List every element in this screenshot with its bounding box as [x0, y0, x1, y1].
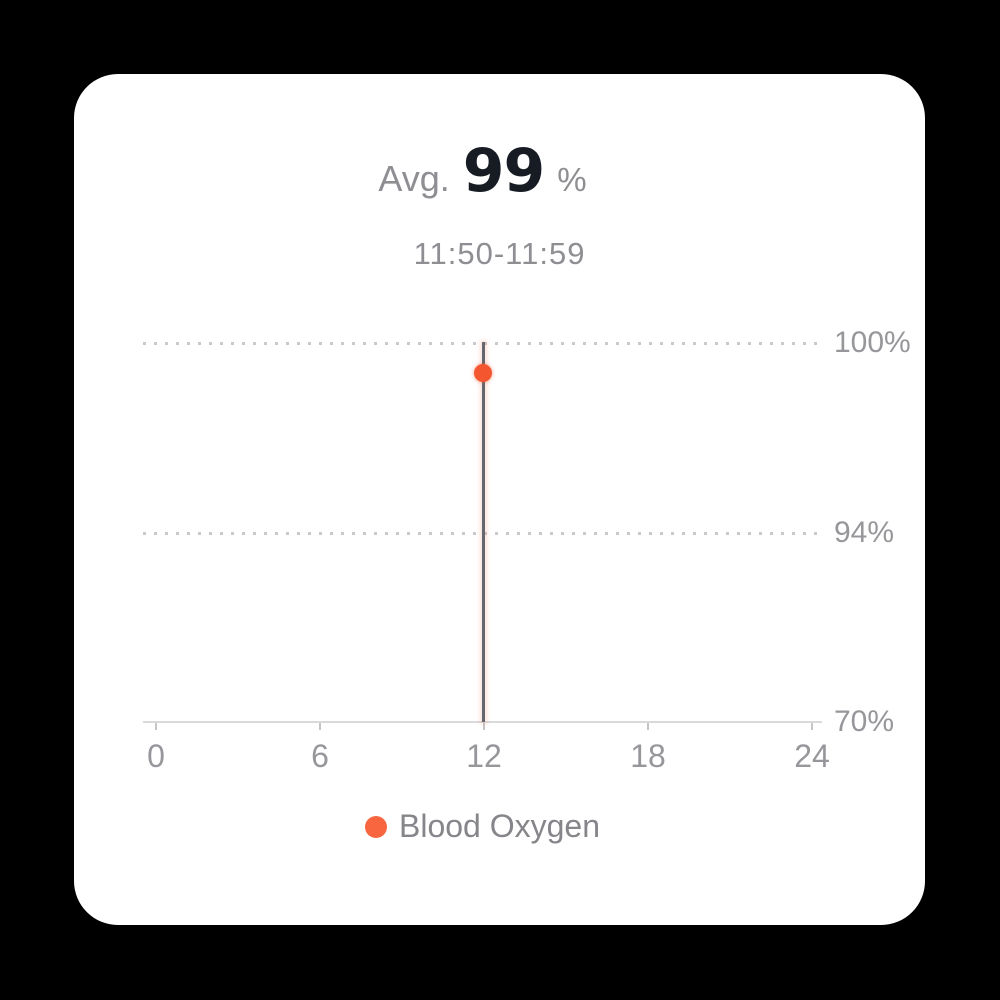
- x-axis-tick-24: [811, 723, 813, 730]
- blood-oxygen-chart-plot-area[interactable]: 0 6 12 18 24 100% 94% 70%: [74, 74, 925, 925]
- x-axis-label-6: 6: [311, 738, 329, 774]
- legend-label: Blood Oxygen: [398, 808, 600, 844]
- average-header: Avg. 99 %: [143, 136, 822, 206]
- avg-label: Avg.: [378, 158, 450, 199]
- y-axis-label-70: 70%: [834, 705, 895, 738]
- y-axis-label-94: 94%: [834, 516, 895, 549]
- x-axis-label-18: 18: [630, 738, 666, 774]
- avg-value: 99: [462, 136, 545, 206]
- blood-oxygen-data-point[interactable]: [474, 364, 492, 382]
- x-axis-line: [143, 721, 822, 723]
- avg-unit: %: [557, 161, 587, 198]
- time-range-label: 11:50-11:59: [413, 236, 586, 271]
- chart-legend: Blood Oxygen: [143, 808, 822, 845]
- x-axis-tick-12: [483, 723, 485, 730]
- x-axis-tick-0: [155, 723, 157, 730]
- blood-oxygen-legend-dot-icon: [364, 815, 387, 838]
- x-axis-label-24: 24: [794, 738, 830, 774]
- x-axis-tick-6: [319, 723, 321, 730]
- x-axis-label-0: 0: [147, 738, 165, 774]
- x-axis-label-12: 12: [466, 738, 502, 774]
- selected-time-indicator-line[interactable]: [482, 342, 485, 722]
- x-axis-tick-18: [647, 723, 649, 730]
- y-axis-label-100: 100%: [834, 326, 911, 359]
- blood-oxygen-card: Avg. 99 % 11:50-11:59 0 6 12 18 24 100% …: [74, 74, 925, 925]
